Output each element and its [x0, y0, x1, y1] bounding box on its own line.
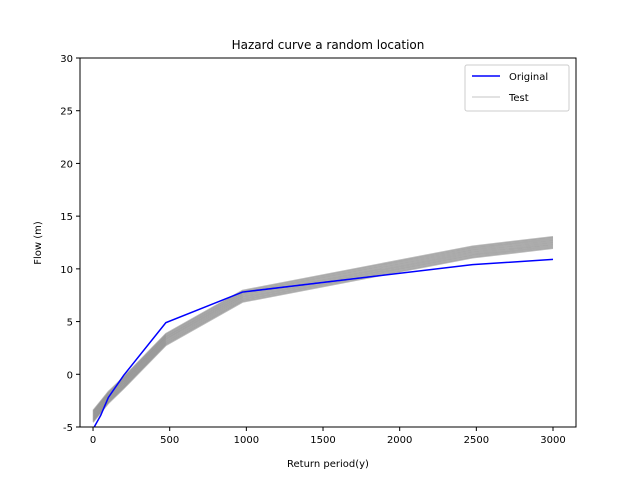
y-tick-label: 25: [60, 107, 73, 118]
y-tick-label: -5: [63, 423, 73, 434]
y-tick-label: 0: [67, 370, 73, 381]
legend-label-test: Test: [508, 93, 529, 104]
x-axis: 0 500 1000 1500 2000 2500 3000: [90, 427, 566, 446]
y-tick-label: 10: [60, 265, 73, 276]
chart-title: Hazard curve a random location: [232, 38, 425, 52]
original-series-line: [93, 258, 554, 427]
x-tick-label: 2000: [387, 435, 412, 446]
x-tick-label: 3000: [540, 435, 565, 446]
y-tick-label: 30: [60, 54, 73, 65]
legend-label-original: Original: [509, 72, 548, 83]
x-tick-label: 1000: [234, 435, 259, 446]
y-tick-label: 20: [60, 159, 73, 170]
x-tick-label: 0: [90, 435, 96, 446]
x-tick-label: 500: [160, 435, 179, 446]
x-axis-label: Return period(y): [287, 459, 369, 470]
test-series-line: [92, 235, 554, 412]
y-tick-label: 5: [67, 318, 73, 329]
y-axis-label: Flow (m): [33, 221, 44, 265]
y-tick-label: 15: [60, 212, 73, 223]
legend: Original Test: [464, 64, 570, 112]
x-tick-label: 1500: [310, 435, 335, 446]
y-axis: -5 0 5 10 15 20 25 30: [60, 54, 80, 434]
plot-area: [92, 235, 554, 427]
x-tick-label: 2500: [464, 435, 489, 446]
plot-frame: [79, 57, 577, 428]
